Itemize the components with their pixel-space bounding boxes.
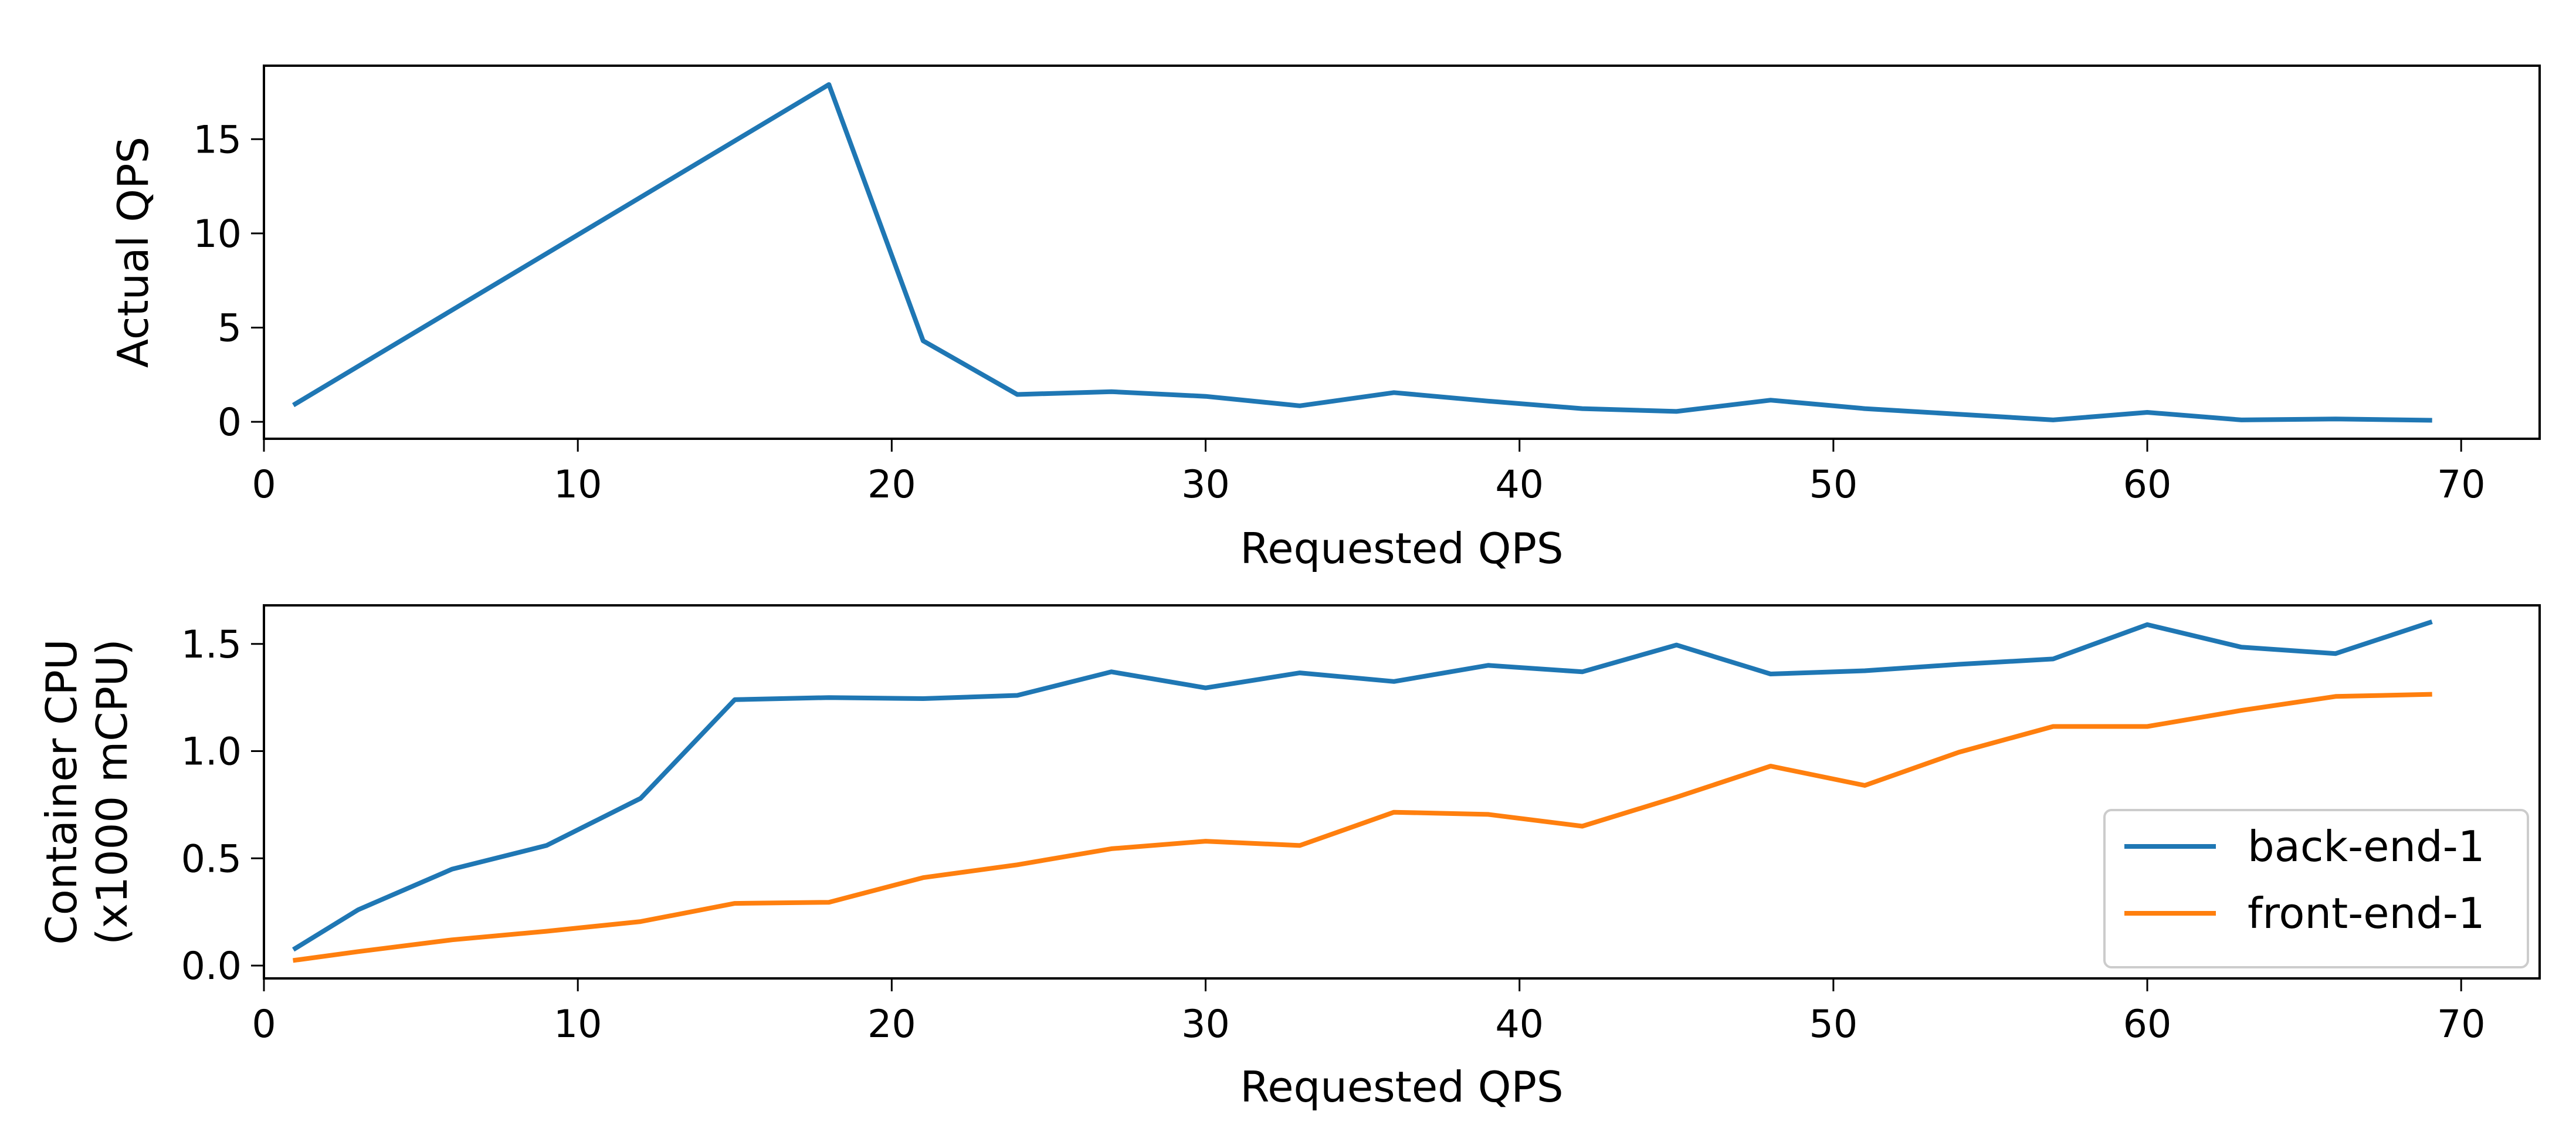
x-tick-label: 60 bbox=[2123, 463, 2172, 507]
x-tick-label: 10 bbox=[554, 1002, 602, 1046]
series-line-front-end-1 bbox=[292, 692, 2432, 963]
legend-label-front-end-1: front-end-1 bbox=[2248, 889, 2485, 938]
x-tick-label: 50 bbox=[1809, 463, 1858, 507]
x-tick-label: 20 bbox=[867, 1002, 916, 1046]
actual-qps-y-axis-label: Actual QPS bbox=[109, 137, 158, 368]
actual-qps-chart: 0 10 20 30 40 50 60 70 0 5 10 15 Requested QPS Act… bbox=[109, 65, 2541, 573]
x-tick-label: 40 bbox=[1495, 463, 1544, 507]
x-tick-label: 10 bbox=[554, 463, 602, 507]
x-tick-label: 30 bbox=[1181, 1002, 1230, 1046]
actual-qps-x-axis-label: Requested QPS bbox=[1240, 524, 1563, 573]
y-axis-label-line: (x1000 mCPU) bbox=[87, 639, 137, 944]
series-line-back-end-1 bbox=[292, 619, 2433, 952]
y-tick-label: 1.0 bbox=[181, 730, 242, 774]
container-cpu-chart: 0 10 20 30 40 50 60 70 0.0 0.5 1.0 1.5 Requested Q… bbox=[37, 604, 2541, 1112]
container-cpu-x-axis-label: Requested QPS bbox=[1240, 1062, 1563, 1112]
container-cpu-plot-lines bbox=[292, 619, 2433, 963]
x-tick-label: 60 bbox=[2123, 1002, 2172, 1046]
actual-qps-plot-lines bbox=[292, 82, 2432, 423]
x-tick-label: 0 bbox=[252, 463, 276, 507]
actual-qps-plot-frame bbox=[263, 65, 2541, 440]
x-tick-label: 40 bbox=[1495, 1002, 1544, 1046]
y-axis-label-line: Container CPU bbox=[37, 639, 86, 944]
y-tick-label: 15 bbox=[193, 118, 242, 162]
y-tick-label: 5 bbox=[218, 306, 242, 350]
container-cpu-plot-frame bbox=[263, 604, 2541, 980]
container-cpu-legend: back-end-1 front-end-1 bbox=[2103, 809, 2529, 968]
y-tick-label: 10 bbox=[193, 212, 242, 256]
x-tick-label: 50 bbox=[1809, 1002, 1858, 1046]
legend-box bbox=[2103, 809, 2529, 968]
container-cpu-x-ticks: 0 10 20 30 40 50 60 70 bbox=[252, 978, 2486, 1046]
x-tick-label: 70 bbox=[2437, 1002, 2486, 1046]
legend-label-back-end-1: back-end-1 bbox=[2248, 822, 2485, 871]
actual-qps-x-ticks: 0 10 20 30 40 50 60 70 bbox=[252, 439, 2486, 507]
series-line-series-0 bbox=[292, 82, 2432, 423]
x-tick-label: 20 bbox=[867, 463, 916, 507]
container-cpu-y-axis-label: Container CPU(x1000 mCPU) bbox=[37, 639, 137, 944]
x-tick-label: 70 bbox=[2437, 463, 2486, 507]
y-tick-label: 0.5 bbox=[181, 837, 242, 881]
y-axis-label-line: Actual QPS bbox=[109, 137, 158, 368]
x-tick-label: 0 bbox=[252, 1002, 276, 1046]
y-tick-label: 1.5 bbox=[181, 623, 242, 667]
x-tick-label: 30 bbox=[1181, 463, 1230, 507]
y-tick-label: 0 bbox=[218, 401, 242, 445]
y-tick-label: 0.0 bbox=[181, 944, 242, 988]
container-cpu-y-ticks: 0.0 0.5 1.0 1.5 bbox=[181, 623, 264, 988]
actual-qps-y-ticks: 0 5 10 15 bbox=[193, 118, 264, 445]
